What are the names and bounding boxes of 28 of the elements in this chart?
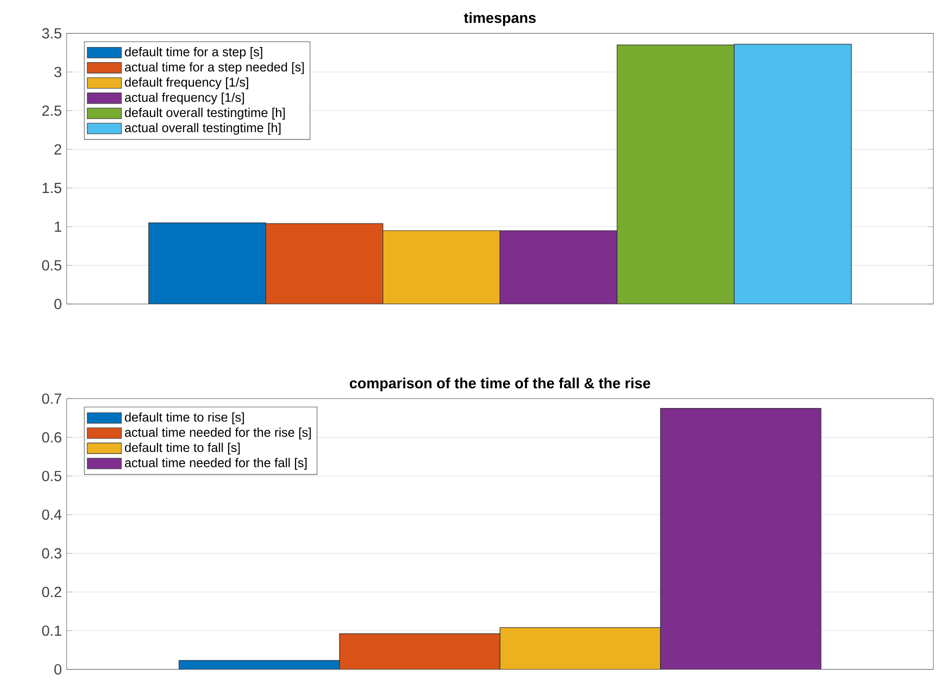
y-tick-label: 2 <box>54 144 62 154</box>
y-tick-label: 0.3 <box>42 548 62 559</box>
chart-title: timespans <box>464 12 536 26</box>
y-tick-label: 3 <box>54 66 62 78</box>
y-tick-label: 2.5 <box>42 105 62 116</box>
y-tick-label: 1 <box>54 222 62 232</box>
y-tick-label: 3.5 <box>42 28 62 39</box>
y-tick-label: 1.5 <box>42 182 62 194</box>
y-tick-label: 0.1 <box>42 625 62 636</box>
y-tick-label: 0.7 <box>42 393 62 404</box>
chart-title: comparison of the time of the fall & the rise <box>350 378 650 392</box>
y-tick-label: 0 <box>54 298 62 310</box>
legend-label: default time to fall [s] <box>124 442 240 455</box>
legend-label: actual time for a step needed [s] <box>124 62 304 74</box>
legend-label: default time to rise [s] <box>124 412 244 424</box>
y-tick-label: 0 <box>54 664 62 675</box>
y-tick-label: 0.2 <box>42 586 62 598</box>
legend-label: actual time needed for the fall [s] <box>124 458 307 470</box>
legend-label: default time for a step [s] <box>124 47 262 59</box>
y-tick-label: 0.5 <box>42 470 62 482</box>
legend-label: default overall testingtime [h] <box>124 108 285 120</box>
legend-label: actual frequency [1/s] <box>124 92 244 104</box>
y-tick-label: 0.6 <box>42 432 62 443</box>
legend-label: actual time needed for the rise [s] <box>124 428 311 440</box>
y-tick-label: 0.4 <box>42 509 62 520</box>
legend-label: default frequency [1/s] <box>124 77 248 90</box>
y-tick-label: 0.5 <box>42 260 62 271</box>
legend-label: actual overall testingtime [h] <box>124 122 280 135</box>
